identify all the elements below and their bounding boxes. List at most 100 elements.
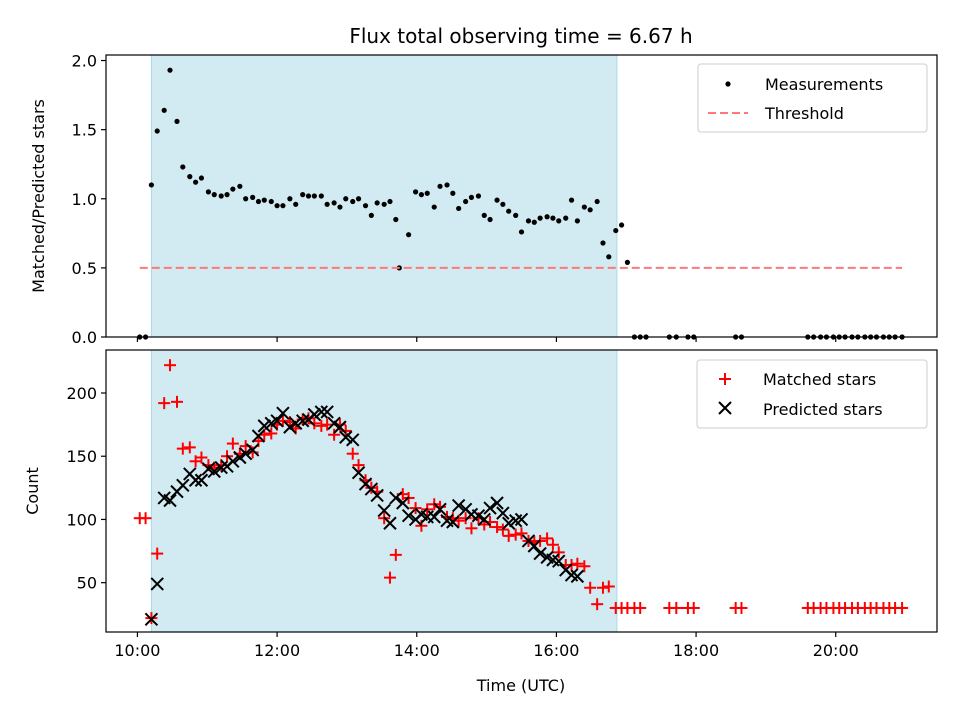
measurement-point (337, 204, 343, 210)
matched-star-point (246, 446, 259, 459)
bottom-x-axis-label: Time (UTC) (476, 676, 565, 695)
measurement-point (180, 164, 186, 170)
y-tick-label: 0.5 (72, 259, 97, 278)
predicted-star-point (194, 473, 209, 487)
predicted-star-point (188, 473, 203, 487)
top-chart-title: Flux total observing time = 6.67 h (349, 24, 692, 48)
measurement-point (494, 197, 500, 203)
predicted-star-point (257, 419, 271, 433)
predicted-star-point (245, 443, 260, 457)
matched-star-point (409, 502, 422, 515)
measurement-point (468, 194, 475, 200)
measurement-point (287, 196, 293, 202)
matched-star-point (571, 557, 584, 570)
x-tick-label: 10:00 (114, 641, 160, 660)
measurement-point (624, 259, 631, 265)
measurement-point (224, 192, 230, 198)
matched-star-point (735, 601, 748, 614)
predicted-star-point (307, 407, 322, 422)
bottom-plot-data (133, 359, 909, 627)
matched-star-point (509, 528, 522, 541)
y-tick-label: 200 (66, 384, 97, 403)
measurement-point (350, 198, 356, 205)
matched-star-point (183, 441, 196, 454)
measurement-point (167, 67, 173, 73)
legend-measurements-label: Measurements (765, 75, 883, 94)
matched-star-point (321, 418, 334, 431)
predicted-star-point (314, 405, 329, 419)
measurement-point (161, 107, 167, 113)
legend-predicted-label: Predicted stars (763, 400, 883, 419)
measurement-point (174, 118, 180, 124)
measurement-point (537, 215, 543, 221)
predicted-star-point (238, 446, 253, 461)
matched-star-point (139, 512, 152, 525)
legend-measurements-marker (725, 81, 731, 87)
matched-star-point (346, 447, 359, 460)
legend-matched-marker (719, 373, 731, 385)
matched-star-point (176, 442, 189, 455)
measurement-point (581, 204, 587, 210)
predicted-star-point (150, 577, 164, 591)
measurement-point (193, 179, 199, 185)
measurement-point (355, 196, 362, 202)
predicted-star-point (427, 510, 441, 524)
predicted-star-point (552, 554, 566, 568)
measurement-point (431, 204, 437, 210)
measurement-point (198, 175, 205, 181)
x-tick-label: 20:00 (813, 641, 859, 660)
measurement-point (444, 182, 450, 188)
bottom-plot-frame (105, 349, 938, 633)
measurement-point (518, 229, 525, 235)
predicted-star-point (176, 478, 190, 493)
measurement-point (211, 192, 217, 198)
matched-star-point (170, 395, 183, 408)
measurement-point (187, 174, 193, 180)
matched-star-point (164, 359, 177, 372)
measurement-point (606, 254, 612, 260)
measurement-point (255, 198, 262, 205)
x-tick-label: 16:00 (533, 641, 579, 660)
matched-star-point (195, 451, 208, 464)
measurement-point (513, 212, 519, 218)
predicted-star-point (251, 429, 266, 443)
matched-star-point (465, 522, 478, 535)
predicted-star-point (283, 420, 297, 434)
measurement-point (568, 197, 575, 203)
predicted-star-point (401, 508, 416, 523)
predicted-star-point (483, 501, 497, 515)
measurement-point (362, 203, 369, 209)
predicted-star-point (163, 493, 177, 508)
predicted-star-point (339, 430, 353, 444)
measurement-point (243, 196, 249, 202)
measurement-point (456, 205, 462, 212)
measurement-point (280, 203, 286, 209)
measurement-point (618, 222, 625, 228)
predicted-star-point (289, 416, 303, 431)
measurement-point (600, 240, 606, 246)
bottom-x-axis: 10:00 12:00 14:00 16:00 18:00 20:00 (114, 632, 859, 660)
y-tick-label: 50 (77, 574, 97, 593)
measurement-point (154, 128, 160, 134)
predicted-star-point (207, 464, 221, 479)
measurement-point (148, 182, 154, 188)
matched-star-point (546, 538, 559, 551)
bottom-y-axis: 50 100 150 200 (66, 384, 106, 593)
predicted-star-point (320, 405, 334, 419)
predicted-star-point (226, 454, 240, 468)
predicted-star-point (327, 416, 341, 431)
y-tick-label: 2.0 (72, 52, 97, 71)
bottom-shaded-region (150, 349, 618, 633)
measurement-point (481, 212, 487, 218)
bottom-y-axis-label: Count (23, 467, 42, 515)
measurement-point (300, 192, 306, 198)
matched-star-point (670, 601, 683, 614)
measurement-point (261, 197, 267, 203)
matched-star-point (265, 427, 278, 440)
measurement-point (368, 212, 374, 218)
predicted-star-point (501, 516, 516, 530)
measurement-point (305, 193, 312, 199)
predicted-star-point (490, 496, 504, 510)
predicted-star-point (446, 515, 460, 529)
predicted-star-point (346, 433, 360, 447)
